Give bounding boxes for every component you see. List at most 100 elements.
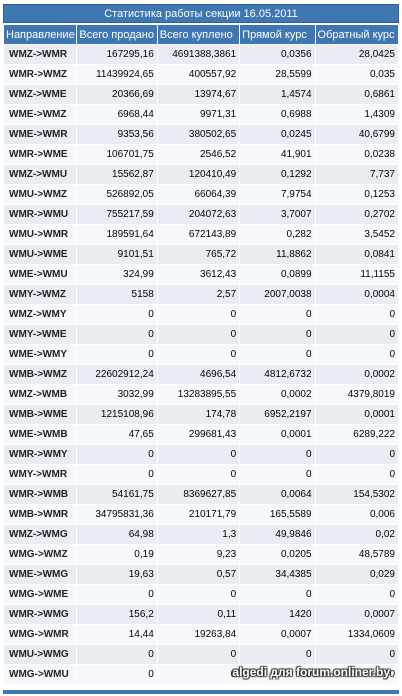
table-row: WMY->WME 0 0 0 0 [4,325,398,344]
cell-direct-rate: 0 [240,325,315,344]
table-row: WMR->WME 106701,75 2546,52 41,901 0,0238 [4,145,398,164]
cell-direction: WMR->WMG [4,605,77,624]
cell-total-bought: 0 [157,645,240,664]
cell-total-bought: 0,11 [157,605,240,624]
cell-direct-rate: 0 [240,345,315,364]
cell-reverse-rate: 0 [315,665,398,684]
cell-total-sold: 3032,99 [77,385,157,404]
cell-direct-rate: 0 [240,305,315,324]
cell-reverse-rate: 0,2702 [315,205,398,224]
cell-reverse-rate: 0,0004 [315,285,398,304]
header-direction: Направление [4,25,77,44]
table-row: WMZ->WME 20366,69 13974,67 1,4574 0,6861 [4,85,398,104]
header-total-sold: Всего продано [77,25,157,44]
cell-direct-rate: 34,4385 [240,565,315,584]
cell-total-bought: 299681,43 [157,425,240,444]
cell-direction: WMZ->WMB [4,385,77,404]
cell-direct-rate: 0 [240,445,315,464]
cell-reverse-rate: 0,0841 [315,245,398,264]
cell-total-sold: 15562,87 [77,165,157,184]
cell-total-bought: 1,3 [157,525,240,544]
cell-total-sold: 19,63 [77,565,157,584]
cell-total-sold: 526892,05 [77,185,157,204]
cell-direct-rate: 0,0007 [240,625,315,644]
cell-direction: WMU->WMZ [4,185,77,204]
cell-direct-rate: 0,0356 [240,45,315,64]
cell-direct-rate: 0,0205 [240,545,315,564]
cell-direct-rate: 0,282 [240,225,315,244]
cell-reverse-rate: 154,5302 [315,485,398,504]
cell-direction: WMU->WMG [4,645,77,664]
cell-reverse-rate: 0 [315,305,398,324]
cell-reverse-rate: 0 [315,465,398,484]
table-row: WMG->WMR 14,44 19263,84 0,0007 1334,0609 [4,625,398,644]
cell-total-bought: 0 [157,445,240,464]
table-row: WMG->WMZ 0,19 9,23 0,0205 48,5789 [4,545,398,564]
table-row: WMZ->WMB 3032,99 13283895,55 0,0002 4379,801… [4,385,398,404]
cell-direct-rate: 0 [240,585,315,604]
header-reverse-rate: Обратный курс [315,25,398,44]
cell-direction: WMZ->WMG [4,525,77,544]
cell-total-sold: 0 [77,445,157,464]
cell-direct-rate: 41,901 [240,145,315,164]
table-row: WMR->WMZ 11439924,65 400557,92 28,5599 0,035 [4,65,398,84]
cell-total-sold: 324,99 [77,265,157,284]
cell-direction: WMG->WMZ [4,545,77,564]
table-row: WMU->WME 9101,51 765,72 11,8862 0,0841 [4,245,398,264]
cell-total-sold: 1215108,96 [77,405,157,424]
cell-total-sold: 5158 [77,285,157,304]
cell-total-sold: 14,44 [77,625,157,644]
cell-reverse-rate: 48,5789 [315,545,398,564]
cell-direction: WMY->WMR [4,465,77,484]
cell-total-sold: 11439924,65 [77,65,157,84]
cell-total-sold: 0 [77,665,157,684]
table-row: WMZ->WMR 167295,16 4691388,3861 0,0356 28,04… [4,45,398,64]
cell-total-sold: 189591,64 [77,225,157,244]
table-row: WME->WMR 9353,56 380502,65 0,0245 40,6799 [4,125,398,144]
cell-total-bought: 9,23 [157,545,240,564]
header-total-bought: Всего куплено [157,25,240,44]
cell-total-bought: 8369627,85 [157,485,240,504]
cell-total-bought: 400557,92 [157,65,240,84]
table-row: WMG->WMU 0 0 0 0 [4,665,398,684]
cell-reverse-rate: 0 [315,445,398,464]
cell-reverse-rate: 0,0007 [315,605,398,624]
table-row: WMB->WMR 34795831,36 210171,79 165,5589 0,00… [4,505,398,524]
cell-direct-rate: 0,1292 [240,165,315,184]
cell-reverse-rate: 0,035 [315,65,398,84]
cell-total-sold: 0 [77,305,157,324]
cell-reverse-rate: 0,02 [315,525,398,544]
cell-direct-rate: 4812,6732 [240,365,315,384]
cell-reverse-rate: 0,006 [315,505,398,524]
cell-total-sold: 47,65 [77,425,157,444]
cell-total-bought: 0,57 [157,565,240,584]
cell-direction: WMY->WME [4,325,77,344]
cell-direction: WMZ->WMR [4,45,77,64]
cell-reverse-rate: 0 [315,645,398,664]
cell-reverse-rate: 1334,0609 [315,625,398,644]
cell-direct-rate: 2007,0038 [240,285,315,304]
table-body: WMZ->WMR 167295,16 4691388,3861 0,0356 28,04… [4,45,398,684]
cell-direction: WME->WMU [4,265,77,284]
cell-total-bought: 0 [157,585,240,604]
cell-reverse-rate: 28,0425 [315,45,398,64]
cell-total-bought: 765,72 [157,245,240,264]
cell-direction: WMU->WMR [4,225,77,244]
cell-direct-rate: 7,9754 [240,185,315,204]
cell-direction: WMG->WMU [4,665,77,684]
cell-reverse-rate: 0,1253 [315,185,398,204]
table-row: WMR->WMG 156,2 0,11 1420 0,0007 [4,605,398,624]
cell-reverse-rate: 11,1155 [315,265,398,284]
cell-total-sold: 0 [77,465,157,484]
header-direct-rate: Прямой курс [240,25,315,44]
cell-direction: WMB->WMR [4,505,77,524]
cell-direction: WMZ->WMU [4,165,77,184]
cell-total-sold: 9101,51 [77,245,157,264]
table-row: WMU->WMZ 526892,05 66064,39 7,9754 0,1253 [4,185,398,204]
cell-reverse-rate: 0,0001 [315,405,398,424]
cell-reverse-rate: 0,0002 [315,365,398,384]
table-row: WMU->WMG 0 0 0 0 [4,645,398,664]
cell-total-bought: 0 [157,305,240,324]
cell-total-bought: 174,78 [157,405,240,424]
cell-total-sold: 0 [77,345,157,364]
